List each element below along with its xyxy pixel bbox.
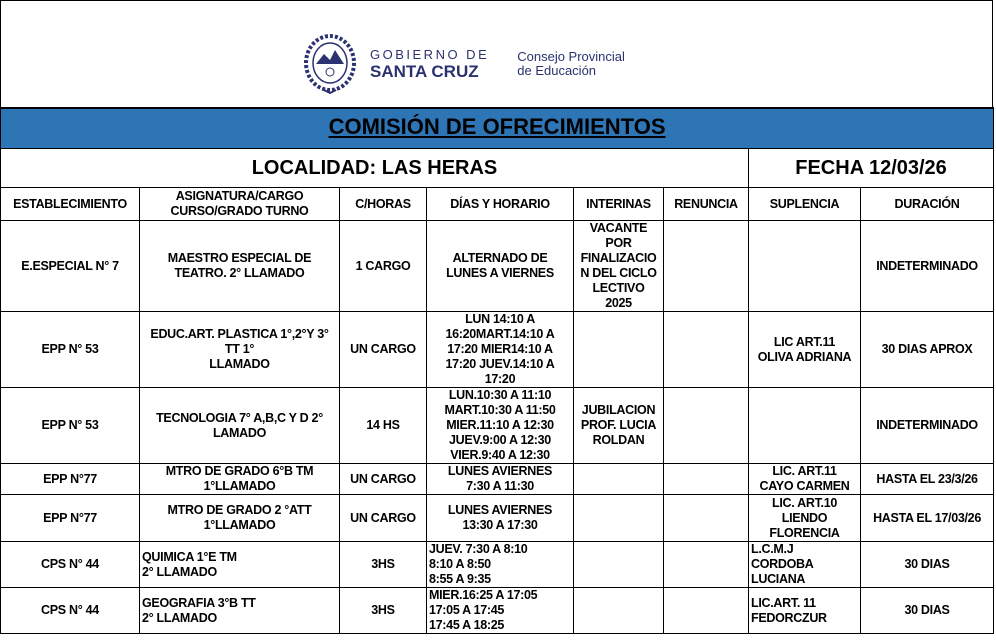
cell-renuncia [663,463,749,495]
cell-dias-horario: JUEV. 7:30 A 8:10 8:10 A 8:50 8:55 A 9:3… [426,541,574,588]
table-row: EPP N°77 MTRO DE GRADO 6°B TM 1°LLAMADO UN… [0,463,995,495]
cell-dias-horario: ALTERNADO DE LUNES A VIERNES [426,220,574,312]
cell-interinas [573,541,664,588]
table-row: CPS N° 44 GEOGRAFIA 3°B TT 2° LLAMADO 3HS M… [0,587,995,634]
cell-establecimiento: CPS N° 44 [0,541,140,588]
cell-dias-horario: LUN 14:10 A 16:20MART.14:10 A 17:20 MIER… [426,311,574,388]
logo: GOBIERNO DE SANTA CRUZ Consejo Provincia… [304,34,625,94]
cell-dias-horario: MIER.16:25 A 17:05 17:05 A 17:45 17:45 A… [426,587,574,634]
cell-dias-horario: LUNES AVIERNES 13:30 A 17:30 [426,494,574,542]
table-row: EPP N°77 MTRO DE GRADO 2 °ATT 1°LLAMADO UN… [0,494,995,542]
cell-duracion: INDETERMINADO [859,387,995,464]
cell-duracion: HASTA EL 23/3/26 [859,463,995,495]
cell-horas: 3HS [339,587,427,634]
column-header-establecimiento: ESTABLECIMIENTO [0,187,140,221]
cell-establecimiento: EPP N°77 [0,494,140,542]
cell-horas: UN CARGO [339,311,427,388]
column-header-asignatura: ASIGNATURA/CARGO CURSO/GRADO TURNO [139,187,340,221]
cell-suplencia: LIC. ART.11 CAYO CARMEN [748,463,861,495]
cell-duracion: 30 DIAS [859,587,995,634]
cell-horas: 3HS [339,541,427,588]
cell-asignatura: MAESTRO ESPECIAL DE TEATRO. 2° LLAMADO [139,220,340,312]
gobierno-logo-text: GOBIERNO DE SANTA CRUZ [370,48,489,80]
table-row: EPP N° 53 TECNOLOGIA 7° A,B,C Y D 2° LAMA… [0,387,995,464]
cell-suplencia: LIC.ART. 11 FEDORCZUR [748,587,861,634]
cell-duracion: HASTA EL 17/03/26 [859,494,995,542]
cell-asignatura: MTRO DE GRADO 6°B TM 1°LLAMADO [139,463,340,495]
cell-suplencia: L.C.M.J CORDOBA LUCIANA [748,541,861,588]
fecha: FECHA 12/03/26 [747,148,995,188]
cell-interinas [573,463,664,495]
cell-duracion: 30 DIAS [859,541,995,588]
cell-dias-horario: LUN.10:30 A 11:10 MART.10:30 A 11:50 MIE… [426,387,574,464]
cell-interinas [573,587,664,634]
cell-horas: UN CARGO [339,463,427,495]
cell-renuncia [663,587,749,634]
organization-name: Consejo Provincial de Educación [517,49,625,78]
column-header-duracion: DURACIÓN [859,187,995,221]
cell-asignatura: QUIMICA 1°E TM 2° LLAMADO [139,541,340,588]
cell-interinas [573,494,664,542]
cell-horas: 1 CARGO [339,220,427,312]
cell-dias-horario: LUNES AVIERNES 7:30 A 11:30 [426,463,574,495]
cell-asignatura: EDUC.ART. PLASTICA 1°,2°Y 3° TT 1° LLAMA… [139,311,340,388]
cell-duracion: 30 DIAS APROX [859,311,995,388]
table-row: EPP N° 53 EDUC.ART. PLASTICA 1°,2°Y 3° TT… [0,311,995,388]
column-header-horas: C/HORAS [339,187,427,221]
cell-establecimiento: EPP N° 53 [0,387,140,464]
logo-line1: GOBIERNO DE [370,47,490,62]
cell-suplencia: LIC ART.11 OLIVA ADRIANA [748,311,861,388]
logo-line2: SANTA CRUZ [370,62,479,81]
cell-asignatura: MTRO DE GRADO 2 °ATT 1°LLAMADO [139,494,340,542]
cell-establecimiento: EPP N°77 [0,463,140,495]
localidad: LOCALIDAD: LAS HERAS [0,148,749,188]
column-header-renuncia: RENUNCIA [663,187,749,221]
cell-suplencia: LIC. ART.10 LIENDO FLORENCIA [748,494,861,542]
cell-establecimiento: EPP N° 53 [0,311,140,388]
cell-renuncia [663,311,749,388]
cell-renuncia [663,220,749,312]
offers-table: COMISIÓN DE OFRECIMIENTOS LOCALIDAD: LAS… [0,107,995,634]
page-title: COMISIÓN DE OFRECIMIENTOS [328,114,666,139]
cell-interinas: VACANTE POR FINALIZACIO N DEL CICLO LECT… [573,220,664,312]
cell-renuncia [663,387,749,464]
cell-interinas [573,311,664,388]
cell-horas: UN CARGO [339,494,427,542]
column-header-suplencia: SUPLENCIA [748,187,861,221]
letterhead: GOBIERNO DE SANTA CRUZ Consejo Provincia… [0,0,993,107]
cell-establecimiento: CPS N° 44 [0,587,140,634]
cell-renuncia [663,541,749,588]
cell-duracion: INDETERMINADO [859,220,995,312]
column-header-interinas: INTERINAS [573,187,664,221]
cell-establecimiento: E.ESPECIAL N° 7 [0,220,140,312]
cell-asignatura: GEOGRAFIA 3°B TT 2° LLAMADO [139,587,340,634]
cell-asignatura: TECNOLOGIA 7° A,B,C Y D 2° LAMADO [139,387,340,464]
cell-suplencia [748,220,861,312]
provincial-seal-icon [304,34,356,94]
table-row: E.ESPECIAL N° 7 MAESTRO ESPECIAL DE TEATR… [0,220,995,312]
cell-horas: 14 HS [339,387,427,464]
title-bar: COMISIÓN DE OFRECIMIENTOS [0,107,995,149]
cell-suplencia [748,387,861,464]
table-row: CPS N° 44 QUIMICA 1°E TM 2° LLAMADO 3HS JUE… [0,541,995,588]
cell-interinas: JUBILACION PROF. LUCIA ROLDAN [573,387,664,464]
column-header-dias-horario: DÍAS Y HORARIO [426,187,574,221]
cell-renuncia [663,494,749,542]
